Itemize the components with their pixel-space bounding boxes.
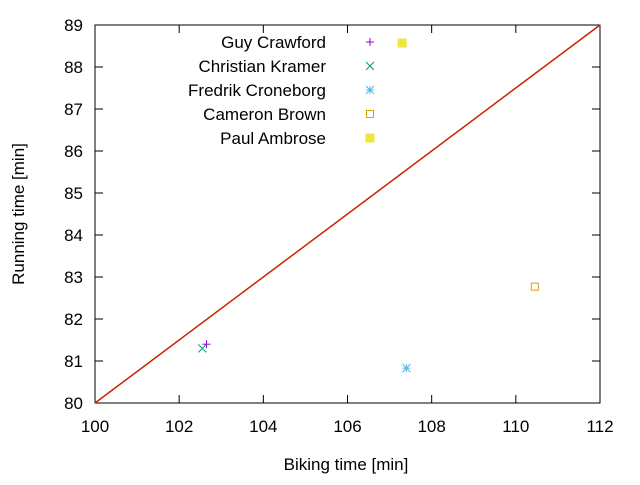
y-tick-label: 85 — [64, 184, 83, 203]
data-point — [202, 340, 211, 349]
y-tick-label: 84 — [64, 226, 83, 245]
legend: Guy Crawford Christian Kramer Fredrik Cron… — [188, 33, 375, 148]
x-tick-label: 104 — [249, 417, 277, 436]
legend-label: Christian Kramer — [198, 57, 326, 76]
x-tick-label: 112 — [586, 417, 613, 436]
y-tick-label: 82 — [64, 310, 83, 329]
y-tick-label: 89 — [64, 16, 83, 35]
data-point — [402, 363, 411, 373]
y-tick-label: 83 — [64, 268, 83, 287]
x-tick-label: 100 — [81, 417, 109, 436]
data-point — [197, 344, 207, 353]
y-tick-label: 88 — [64, 58, 83, 77]
x-tick-label: 110 — [502, 417, 529, 436]
legend-label: Cameron Brown — [203, 105, 326, 124]
legend-marker — [365, 85, 375, 95]
y-tick-label: 86 — [64, 142, 83, 161]
legend-marker — [365, 133, 375, 143]
y-axis-label: Running time [min] — [9, 143, 28, 285]
data-point — [397, 38, 407, 48]
data-points — [197, 38, 539, 373]
y-tick-label: 87 — [64, 100, 83, 119]
x-axis-label: Biking time [min] — [284, 455, 409, 474]
x-tick-label: 108 — [417, 417, 445, 436]
x-tick-label: 106 — [333, 417, 361, 436]
legend-marker — [365, 61, 375, 71]
ticks: 100 102 104 106 108 110 112 80 81 82 83 84 85 86 87 88 8… — [64, 16, 613, 436]
legend-marker — [366, 38, 374, 46]
data-point — [530, 282, 539, 291]
x-tick-label: 102 — [165, 417, 193, 436]
legend-marker — [366, 110, 374, 118]
legend-label: Paul Ambrose — [220, 129, 326, 148]
reference-line — [94, 24, 601, 404]
legend-label: Fredrik Croneborg — [188, 81, 326, 100]
y-tick-label: 80 — [64, 394, 83, 413]
legend-label: Guy Crawford — [221, 33, 326, 52]
y-tick-label: 81 — [64, 352, 83, 371]
